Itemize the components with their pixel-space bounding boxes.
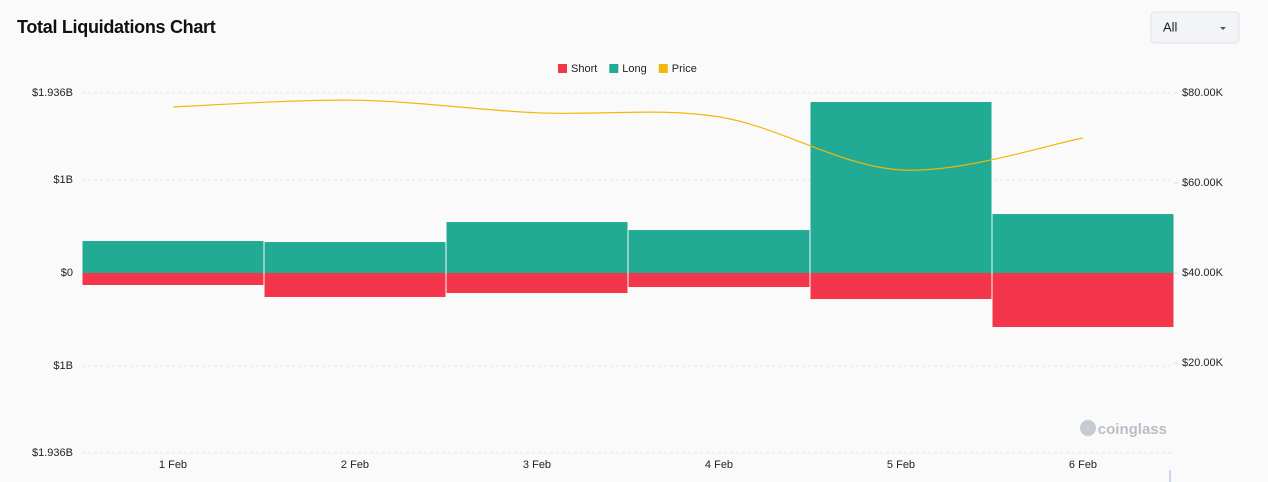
bar — [264, 273, 446, 297]
bar — [446, 222, 628, 273]
dropdown-value[interactable]: All — [1163, 19, 1178, 34]
bar — [446, 273, 628, 293]
range-dropdown[interactable]: All — [1150, 11, 1240, 44]
bar — [810, 273, 992, 300]
bar — [628, 273, 810, 288]
bar — [82, 273, 264, 285]
y-tick-label: $1B — [53, 174, 73, 186]
bar — [992, 214, 1174, 273]
legend-swatch — [609, 64, 619, 73]
x-tick-label: 6 Feb — [1069, 459, 1097, 471]
y-tick-label: $1B — [53, 360, 73, 372]
y2-tick-label: $80.00K — [1182, 87, 1224, 99]
legend-label: Short — [571, 63, 597, 75]
y2-tick-label: $40.00K — [1182, 267, 1224, 279]
bar — [992, 273, 1174, 328]
legend-label: Price — [672, 63, 697, 75]
legend-swatch — [558, 64, 567, 73]
legend-swatch — [658, 64, 668, 73]
chart-title: Total Liquidations Chart — [17, 17, 216, 37]
x-tick-label: 4 Feb — [705, 459, 733, 471]
x-tick-label: 2 Feb — [341, 459, 369, 471]
legend-label: Long — [622, 63, 646, 75]
x-tick-label: 3 Feb — [523, 459, 551, 471]
bar — [264, 242, 446, 273]
y2-tick-label: $60.00K — [1182, 177, 1224, 189]
y-tick-label: $1.936B — [32, 447, 73, 459]
x-tick-label: 5 Feb — [887, 459, 915, 471]
y-tick-label: $1.936B — [32, 87, 73, 99]
y-tick-label: $0 — [61, 267, 73, 279]
price-line — [172, 99, 1084, 171]
x-tick-label: 1 Feb — [159, 459, 187, 471]
bar — [82, 241, 264, 273]
dropdown-box[interactable] — [1150, 11, 1240, 44]
watermark: coinglass — [1098, 421, 1167, 438]
watermark-logo — [1080, 420, 1096, 436]
bar — [810, 102, 992, 274]
y2-tick-label: $20.00K — [1182, 357, 1224, 369]
dropdown-caret — [1220, 27, 1226, 30]
bar — [628, 230, 810, 273]
